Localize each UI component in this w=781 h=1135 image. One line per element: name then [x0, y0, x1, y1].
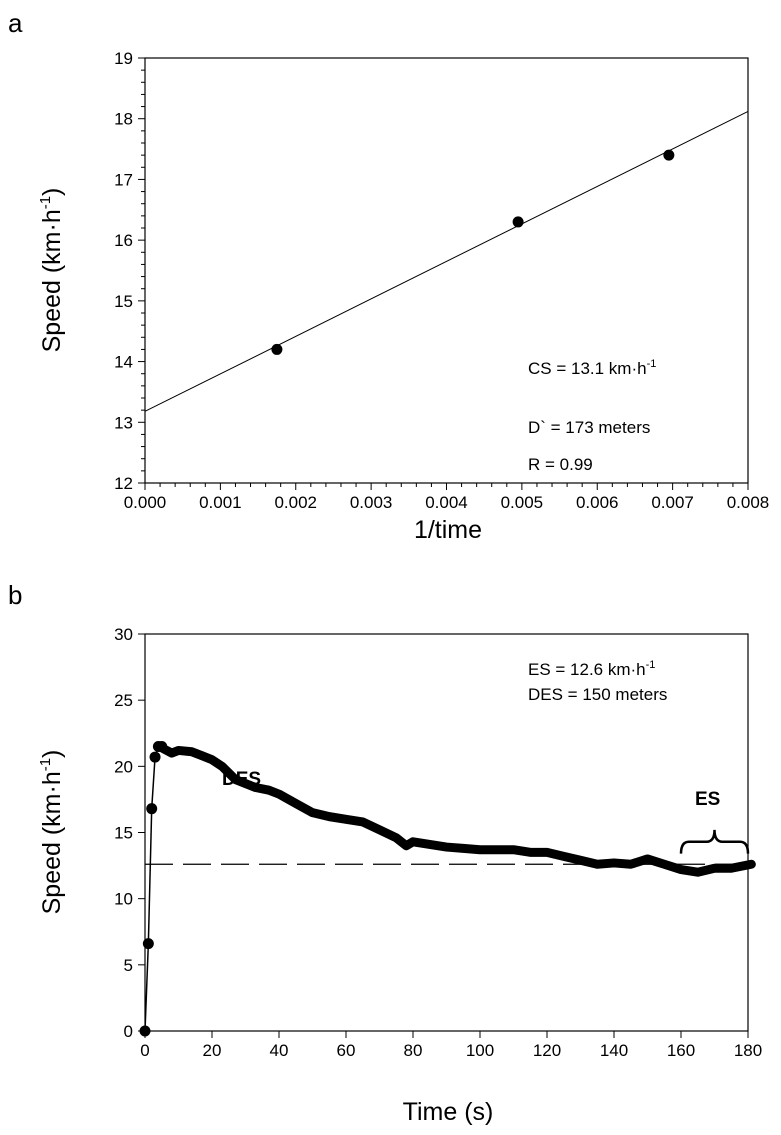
x-tick-label: 80 — [404, 1041, 423, 1060]
x-tick-label: 0 — [140, 1041, 149, 1060]
x-tick-label: 120 — [533, 1041, 561, 1060]
data-point — [149, 751, 161, 763]
x-tick-label: 0.007 — [651, 493, 694, 512]
y-tick-label: 14 — [114, 353, 133, 372]
data-point — [139, 1025, 151, 1037]
x-tick-label: 40 — [270, 1041, 289, 1060]
panel-a-letter: a — [8, 8, 23, 38]
y-tick-label: 18 — [114, 110, 133, 129]
y-tick-label: 10 — [114, 890, 133, 909]
panel-b-annotation-des: DES = 150 meters — [528, 685, 667, 704]
x-tick-label: 0.006 — [576, 493, 619, 512]
y-tick-label: 12 — [114, 474, 133, 493]
panel-a-x-axis-title: 1/time — [414, 516, 482, 544]
y-tick-label: 20 — [114, 757, 133, 776]
panel-a-points — [271, 149, 675, 355]
panel-a-x-ticks: 0.000 0.001 0.002 0.003 0.004 0.005 0.006 0.007… — [124, 483, 770, 512]
panel-a-annotation-dprime: D` = 173 meters — [528, 418, 650, 437]
panel-b-es-label: ES — [695, 789, 720, 810]
panel-b-x-ticks: 0 20 40 60 80 100 120 140 160 180 — [140, 1031, 762, 1060]
y-tick-label: 15 — [114, 292, 133, 311]
x-tick-label: 0.005 — [501, 493, 544, 512]
x-tick-label: 0.008 — [727, 493, 770, 512]
panel-b-des-label: DES — [222, 769, 261, 790]
panel-b-x-axis-title: Time (s) — [403, 1098, 494, 1126]
panel-a-fit-line — [144, 110, 749, 412]
x-tick-label: 0.001 — [199, 493, 242, 512]
x-tick-label: 100 — [466, 1041, 494, 1060]
x-tick-label: 0.000 — [124, 493, 167, 512]
y-tick-label: 16 — [114, 231, 133, 250]
panel-b-initial-line — [144, 745, 162, 1032]
panel-b-y-axis-title: Speed (km·h-1) — [37, 750, 66, 915]
data-point — [142, 938, 154, 950]
x-tick-label: 60 — [337, 1041, 356, 1060]
x-tick-label: 140 — [600, 1041, 628, 1060]
panel-a-annotation-cs: CS = 13.1 km·h-1 — [528, 358, 656, 378]
panel-a-plot-frame — [144, 57, 749, 484]
x-tick-label: 0.003 — [350, 493, 393, 512]
y-tick-label: 25 — [114, 691, 133, 710]
y-tick-label: 13 — [114, 413, 133, 432]
x-tick-label: 160 — [667, 1041, 695, 1060]
y-tick-label: 0 — [124, 1022, 133, 1041]
x-tick-label: 0.002 — [274, 493, 317, 512]
x-tick-label: 20 — [203, 1041, 222, 1060]
panel-b-letter: b — [8, 580, 22, 610]
panel-b-y-ticks: 0 5 10 15 20 25 30 — [114, 625, 145, 1041]
data-point — [271, 343, 283, 355]
panel-a-y-ticks: 12 13 14 15 16 17 18 19 — [114, 49, 145, 493]
panel-b: b 0 20 40 60 80 100 120 140 160 180 051015202530 … — [8, 580, 762, 1126]
data-point — [663, 149, 675, 161]
panel-b-speed-trace — [157, 743, 756, 877]
panel-b-es-brace — [679, 829, 750, 854]
panel-a: a 0.000 0.001 0.002 0.003 0.004 0.005 0.006 0.0… — [8, 8, 769, 544]
data-point — [512, 216, 524, 228]
data-point — [146, 803, 158, 815]
y-tick-label: 17 — [114, 170, 133, 189]
y-tick-label: 5 — [124, 956, 133, 975]
y-tick-label: 15 — [114, 824, 133, 843]
panel-a-y-axis-title: Speed (km·h-1) — [37, 188, 66, 353]
panel-b-annotation-es: ES = 12.6 km·h-1 — [528, 659, 655, 679]
x-tick-label: 180 — [734, 1041, 762, 1060]
data-point — [156, 740, 168, 752]
panel-a-annotation-r: R = 0.99 — [528, 455, 593, 474]
x-tick-label: 0.004 — [425, 493, 468, 512]
y-tick-label: 19 — [114, 49, 133, 68]
panel-b-initial-points — [139, 740, 168, 1037]
y-tick-label: 30 — [114, 625, 133, 644]
